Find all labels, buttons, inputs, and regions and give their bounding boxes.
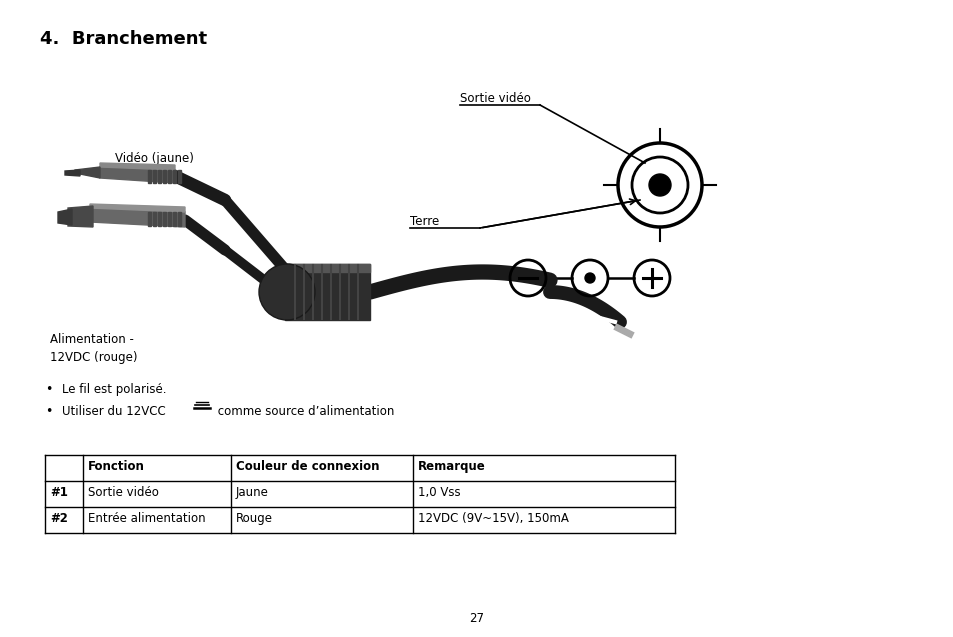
Text: #2: #2: [50, 512, 68, 525]
Text: 12VDC (9V~15V), 150mA: 12VDC (9V~15V), 150mA: [417, 512, 568, 525]
Text: Fonction: Fonction: [88, 460, 145, 473]
Polygon shape: [148, 170, 151, 183]
Polygon shape: [152, 212, 156, 226]
Circle shape: [648, 174, 670, 196]
Polygon shape: [90, 208, 185, 227]
Polygon shape: [163, 170, 166, 183]
Text: comme source d’alimentation: comme source d’alimentation: [213, 405, 394, 418]
Text: Couleur de connexion: Couleur de connexion: [235, 460, 379, 473]
Polygon shape: [168, 212, 171, 226]
Text: #1: #1: [50, 486, 68, 499]
Polygon shape: [178, 170, 181, 183]
Text: Remarque: Remarque: [417, 460, 485, 473]
Text: Le fil est polarisé.: Le fil est polarisé.: [62, 383, 167, 396]
Text: Terre: Terre: [410, 215, 438, 228]
Text: Sortie vidéo: Sortie vidéo: [459, 92, 530, 105]
Polygon shape: [285, 264, 370, 272]
Text: •: •: [45, 405, 52, 418]
Text: Vidéo (jaune): Vidéo (jaune): [115, 152, 193, 165]
Polygon shape: [163, 212, 166, 226]
Polygon shape: [90, 204, 185, 212]
Text: 1,0 Vss: 1,0 Vss: [417, 486, 460, 499]
Text: Jaune: Jaune: [235, 486, 269, 499]
Text: Rouge: Rouge: [235, 512, 273, 525]
Circle shape: [584, 273, 595, 283]
Text: Utiliser du 12VCC: Utiliser du 12VCC: [62, 405, 170, 418]
Polygon shape: [168, 170, 171, 183]
Polygon shape: [158, 212, 161, 226]
Polygon shape: [172, 170, 175, 183]
Text: Entrée alimentation: Entrée alimentation: [88, 512, 206, 525]
Polygon shape: [100, 163, 174, 170]
Polygon shape: [58, 209, 71, 225]
Polygon shape: [158, 170, 161, 183]
Text: Sortie vidéo: Sortie vidéo: [88, 486, 159, 499]
Polygon shape: [148, 212, 151, 226]
Polygon shape: [152, 170, 156, 183]
Polygon shape: [100, 167, 174, 183]
Text: 4.  Branchement: 4. Branchement: [40, 30, 207, 48]
Text: 27: 27: [469, 612, 484, 625]
Text: •: •: [45, 383, 52, 396]
Circle shape: [258, 264, 314, 320]
Polygon shape: [65, 170, 80, 176]
Polygon shape: [68, 206, 92, 227]
Polygon shape: [75, 167, 100, 178]
Polygon shape: [285, 264, 370, 320]
Polygon shape: [178, 212, 181, 226]
Text: Alimentation -
12VDC (rouge): Alimentation - 12VDC (rouge): [50, 333, 137, 364]
Polygon shape: [172, 212, 175, 226]
